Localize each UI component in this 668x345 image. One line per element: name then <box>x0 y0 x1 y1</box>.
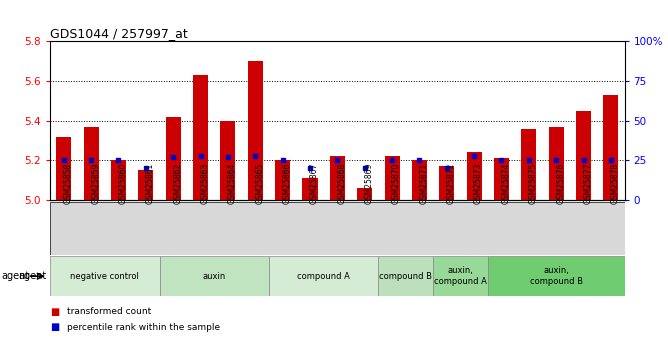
Text: GSM25863: GSM25863 <box>200 163 210 205</box>
Bar <box>576 111 591 200</box>
Text: percentile rank within the sample: percentile rank within the sample <box>67 323 220 332</box>
Text: GSM25861: GSM25861 <box>146 163 155 205</box>
Bar <box>548 127 564 200</box>
Text: GSM25859: GSM25859 <box>91 163 100 205</box>
Text: GSM25860: GSM25860 <box>118 163 128 205</box>
Text: GSM25872: GSM25872 <box>447 163 456 205</box>
Bar <box>466 152 482 200</box>
Text: auxin,
compound B: auxin, compound B <box>530 266 582 286</box>
Bar <box>111 160 126 200</box>
Text: ■: ■ <box>50 322 59 332</box>
Bar <box>330 157 345 200</box>
Bar <box>56 137 71 200</box>
Bar <box>138 170 154 200</box>
Bar <box>160 256 269 296</box>
Bar <box>220 121 235 200</box>
Bar <box>433 256 488 296</box>
Text: GSM25876: GSM25876 <box>556 163 565 205</box>
Text: compound B: compound B <box>379 272 432 281</box>
Text: compound A: compound A <box>297 272 350 281</box>
Text: auxin,
compound A: auxin, compound A <box>434 266 487 286</box>
Text: GSM25875: GSM25875 <box>529 163 538 205</box>
Text: GSM25870: GSM25870 <box>392 163 401 205</box>
Text: ■: ■ <box>50 307 59 316</box>
Bar <box>303 178 317 200</box>
Text: GSM25869: GSM25869 <box>365 163 373 205</box>
Bar <box>269 256 378 296</box>
Text: GSM25862: GSM25862 <box>173 163 182 205</box>
Text: GSM25867: GSM25867 <box>310 163 319 205</box>
Bar <box>50 256 160 296</box>
Text: GSM25877: GSM25877 <box>584 163 593 205</box>
Bar <box>494 158 509 200</box>
Text: GSM25874: GSM25874 <box>502 163 510 205</box>
Text: GSM25873: GSM25873 <box>474 163 483 205</box>
Text: GSM25858: GSM25858 <box>63 163 73 205</box>
Bar <box>248 61 263 200</box>
Text: auxin: auxin <box>202 272 226 281</box>
Bar <box>488 256 625 296</box>
Text: GSM25864: GSM25864 <box>228 163 237 205</box>
Bar <box>412 160 427 200</box>
Bar <box>378 256 433 296</box>
Bar <box>166 117 181 200</box>
Text: GSM25878: GSM25878 <box>611 163 620 205</box>
Text: GDS1044 / 257997_at: GDS1044 / 257997_at <box>50 27 188 40</box>
Bar <box>357 188 372 200</box>
Text: GSM25865: GSM25865 <box>255 163 265 205</box>
Text: negative control: negative control <box>70 272 139 281</box>
Text: agent: agent <box>19 271 47 281</box>
Text: transformed count: transformed count <box>67 307 151 316</box>
Bar <box>275 160 290 200</box>
Text: GSM25868: GSM25868 <box>337 163 346 205</box>
Bar <box>603 95 619 200</box>
Bar <box>385 157 399 200</box>
Text: GSM25871: GSM25871 <box>420 163 428 205</box>
Text: GSM25866: GSM25866 <box>283 163 292 205</box>
Bar <box>440 166 454 200</box>
Bar <box>193 75 208 200</box>
Bar <box>521 129 536 200</box>
Text: agent: agent <box>1 271 29 281</box>
Bar <box>84 127 99 200</box>
